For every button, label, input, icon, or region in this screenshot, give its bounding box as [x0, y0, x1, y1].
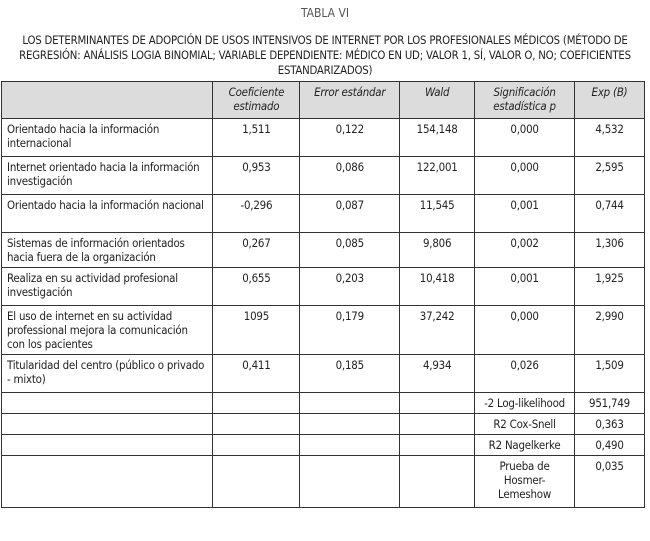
cell-value: 0,026 [474, 354, 576, 393]
cell-value: 0,000 [474, 118, 576, 157]
cell-value: 0,267 [212, 232, 301, 268]
cell-value: 2,595 [574, 156, 645, 195]
cell-value: 9,806 [399, 232, 476, 268]
cell-value: 0,087 [299, 194, 401, 233]
table-label: TABLA VI [300, 6, 350, 20]
cell-value: 0,185 [299, 354, 401, 393]
row-label: Titularidad del centro (público o privad… [0, 354, 214, 393]
cell-value: 0,000 [474, 156, 576, 195]
row-label: Realiza en su actividad profesional inve… [0, 267, 214, 306]
cell-value: 0,744 [574, 194, 645, 233]
empty-cell [212, 455, 301, 508]
empty-cell [399, 392, 476, 414]
stat-value: 951,749 [574, 392, 645, 414]
regression-table: Coeficiente estimado Error estándar Wald Si… [0, 81, 645, 508]
cell-value: 11,545 [399, 194, 476, 233]
cell-value: 0,086 [299, 156, 401, 195]
cell-value: 0,002 [474, 232, 576, 268]
row-label: Orientado hacia la información nacional [0, 194, 214, 233]
cell-value: 0,655 [212, 267, 301, 306]
cell-value: 37,242 [399, 305, 476, 355]
stat-label: Prueba de Hosmer-Lemeshow [474, 455, 576, 508]
cell-value: 154,148 [399, 118, 476, 157]
cell-value: 0,203 [299, 267, 401, 306]
cell-value: 0,179 [299, 305, 401, 355]
stat-label: R2 Nagelkerke [474, 434, 576, 456]
column-header: Error estándar [299, 81, 401, 119]
table-row: Internet orientado hacia la información … [0, 156, 645, 195]
cell-value: 0,122 [299, 118, 401, 157]
table-row: Sistemas de información orientados hacia… [0, 232, 645, 268]
row-label: El uso de internet en su actividad profe… [0, 305, 214, 355]
empty-cell [0, 455, 214, 508]
table-row: El uso de internet en su actividad profe… [0, 305, 645, 355]
empty-cell [299, 413, 401, 435]
table-row: Realiza en su actividad profesional inve… [0, 267, 645, 306]
cell-value: 122,001 [399, 156, 476, 195]
cell-value: 2,990 [574, 305, 645, 355]
column-header [0, 81, 214, 119]
row-label: Sistemas de información orientados hacia… [0, 232, 214, 268]
cell-value: 0,000 [474, 305, 576, 355]
row-label: Orientado hacia la información internaci… [0, 118, 214, 157]
row-label: Internet orientado hacia la información … [0, 156, 214, 195]
empty-cell [399, 413, 476, 435]
cell-value: 0,953 [212, 156, 301, 195]
cell-value: 0,085 [299, 232, 401, 268]
cell-value: 4,532 [574, 118, 645, 157]
cell-value: -0,296 [212, 194, 301, 233]
empty-cell [0, 392, 214, 414]
stats-row: R2 Nagelkerke 0,490 [0, 434, 645, 456]
stats-row: -2 Log-likelihood 951,749 [0, 392, 645, 414]
stats-row: R2 Cox-Snell 0,363 [0, 413, 645, 435]
cell-value: 1,925 [574, 267, 645, 306]
stat-label: R2 Cox-Snell [474, 413, 576, 435]
empty-cell [212, 413, 301, 435]
column-header: Coeficiente estimado [212, 81, 301, 119]
empty-cell [0, 434, 214, 456]
table-row: Orientado hacia la información internaci… [0, 118, 645, 157]
cell-value: 0,001 [474, 267, 576, 306]
stat-value: 0,035 [574, 455, 645, 508]
cell-value: 1,306 [574, 232, 645, 268]
cell-value: 0,001 [474, 194, 576, 233]
stat-label: -2 Log-likelihood [474, 392, 576, 414]
cell-value: 1095 [212, 305, 301, 355]
empty-cell [212, 392, 301, 414]
table-row: Orientado hacia la información nacional -… [0, 194, 645, 233]
cell-value: 1,509 [574, 354, 645, 393]
empty-cell [299, 434, 401, 456]
cell-value: 0,411 [212, 354, 301, 393]
column-header: Significación estadística p [474, 81, 576, 119]
column-header: Exp (B) [574, 81, 645, 119]
table-title: LOS DETERMINANTES DE ADOPCIÓN DE USOS IN… [19, 34, 631, 77]
empty-cell [212, 434, 301, 456]
stat-value: 0,490 [574, 434, 645, 456]
cell-value: 4,934 [399, 354, 476, 393]
empty-cell [399, 455, 476, 508]
empty-cell [399, 434, 476, 456]
empty-cell [299, 392, 401, 414]
table-row: Titularidad del centro (público o privad… [0, 354, 645, 393]
stat-value: 0,363 [574, 413, 645, 435]
empty-cell [0, 413, 214, 435]
column-header: Wald [399, 81, 476, 119]
cell-value: 1,511 [212, 118, 301, 157]
cell-value: 10,418 [399, 267, 476, 306]
stats-row: Prueba de Hosmer-Lemeshow 0,035 [0, 455, 645, 508]
empty-cell [299, 455, 401, 508]
